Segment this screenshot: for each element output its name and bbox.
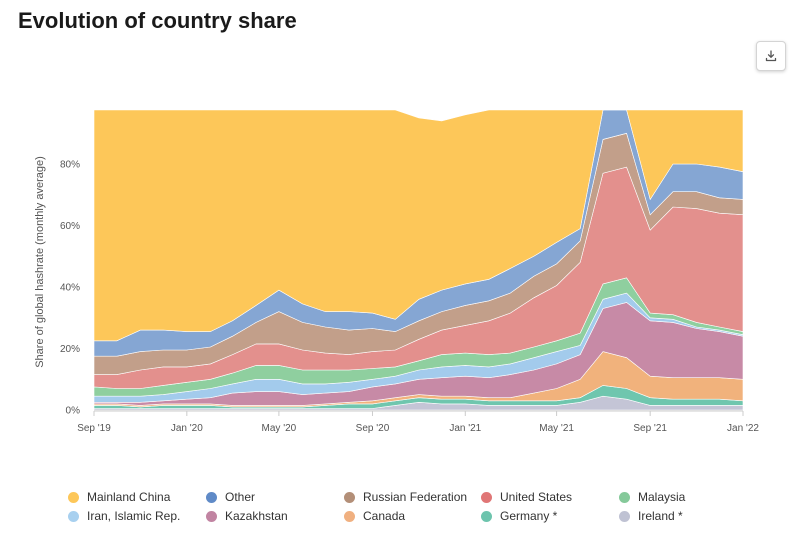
x-tick-label: Sep '21: [633, 423, 667, 434]
legend-item-ireland[interactable]: Ireland *: [619, 509, 683, 523]
legend-item-malaysia[interactable]: Malaysia: [619, 490, 685, 504]
legend-label: Other: [225, 490, 256, 504]
page-title: Evolution of country share: [18, 8, 297, 33]
area-chart: 0% 20% 40% 60% 80% Sep '19 Jan '20 May '20 Sep '…: [60, 109, 759, 434]
legend-swatch: [481, 491, 492, 503]
legend-swatch: [206, 510, 217, 522]
legend-item-other[interactable]: Other: [206, 490, 255, 504]
download-button[interactable]: [756, 41, 786, 71]
y-tick-label: 60%: [60, 221, 80, 232]
x-tick-label: May '20: [262, 423, 297, 434]
y-tick-label: 0%: [66, 406, 81, 417]
legend-swatch: [481, 510, 492, 522]
legend-item-germany[interactable]: Germany *: [481, 509, 557, 523]
x-tick-label: Sep '20: [356, 423, 390, 434]
legend-swatch: [619, 491, 630, 503]
y-axis-title: Share of global hashrate (monthly averag…: [34, 156, 46, 368]
legend-label: Canada: [363, 509, 406, 523]
legend-item-united-states[interactable]: United States: [481, 490, 572, 504]
legend-item-russian-federation[interactable]: Russian Federation: [344, 490, 467, 504]
legend: Mainland China Other Russian Federation …: [60, 487, 780, 527]
legend-item-iran[interactable]: Iran, Islamic Rep.: [68, 509, 180, 523]
legend-swatch: [206, 491, 217, 503]
legend-swatch: [68, 491, 79, 503]
download-icon: [765, 50, 777, 62]
legend-swatch: [344, 510, 355, 522]
y-tick-label: 40%: [60, 283, 80, 294]
area-series-mainland-china: [93, 109, 744, 342]
legend-label: Germany *: [500, 509, 558, 523]
x-tick-label: Jan '22: [727, 423, 759, 434]
legend-label: Iran, Islamic Rep.: [87, 509, 181, 523]
legend-label: Kazakhstan: [225, 509, 288, 523]
legend-label: Russian Federation: [363, 490, 468, 504]
legend-swatch: [68, 510, 79, 522]
legend-item-kazakhstan[interactable]: Kazakhstan: [206, 509, 288, 523]
legend-item-canada[interactable]: Canada: [344, 509, 405, 523]
legend-label: Mainland China: [87, 490, 171, 504]
legend-label: Ireland *: [638, 509, 683, 523]
x-tick-label: Sep '19: [77, 423, 111, 434]
legend-label: Malaysia: [638, 490, 686, 504]
x-tick-label: Jan '20: [171, 423, 203, 434]
y-tick-label: 80%: [60, 160, 80, 171]
x-tick-label: May '21: [539, 423, 574, 434]
x-tick-label: Jan '21: [449, 423, 481, 434]
y-tick-label: 20%: [60, 344, 80, 355]
legend-item-mainland-china[interactable]: Mainland China: [68, 490, 170, 504]
legend-label: United States: [500, 490, 573, 504]
legend-swatch: [619, 510, 630, 522]
legend-swatch: [344, 491, 355, 503]
